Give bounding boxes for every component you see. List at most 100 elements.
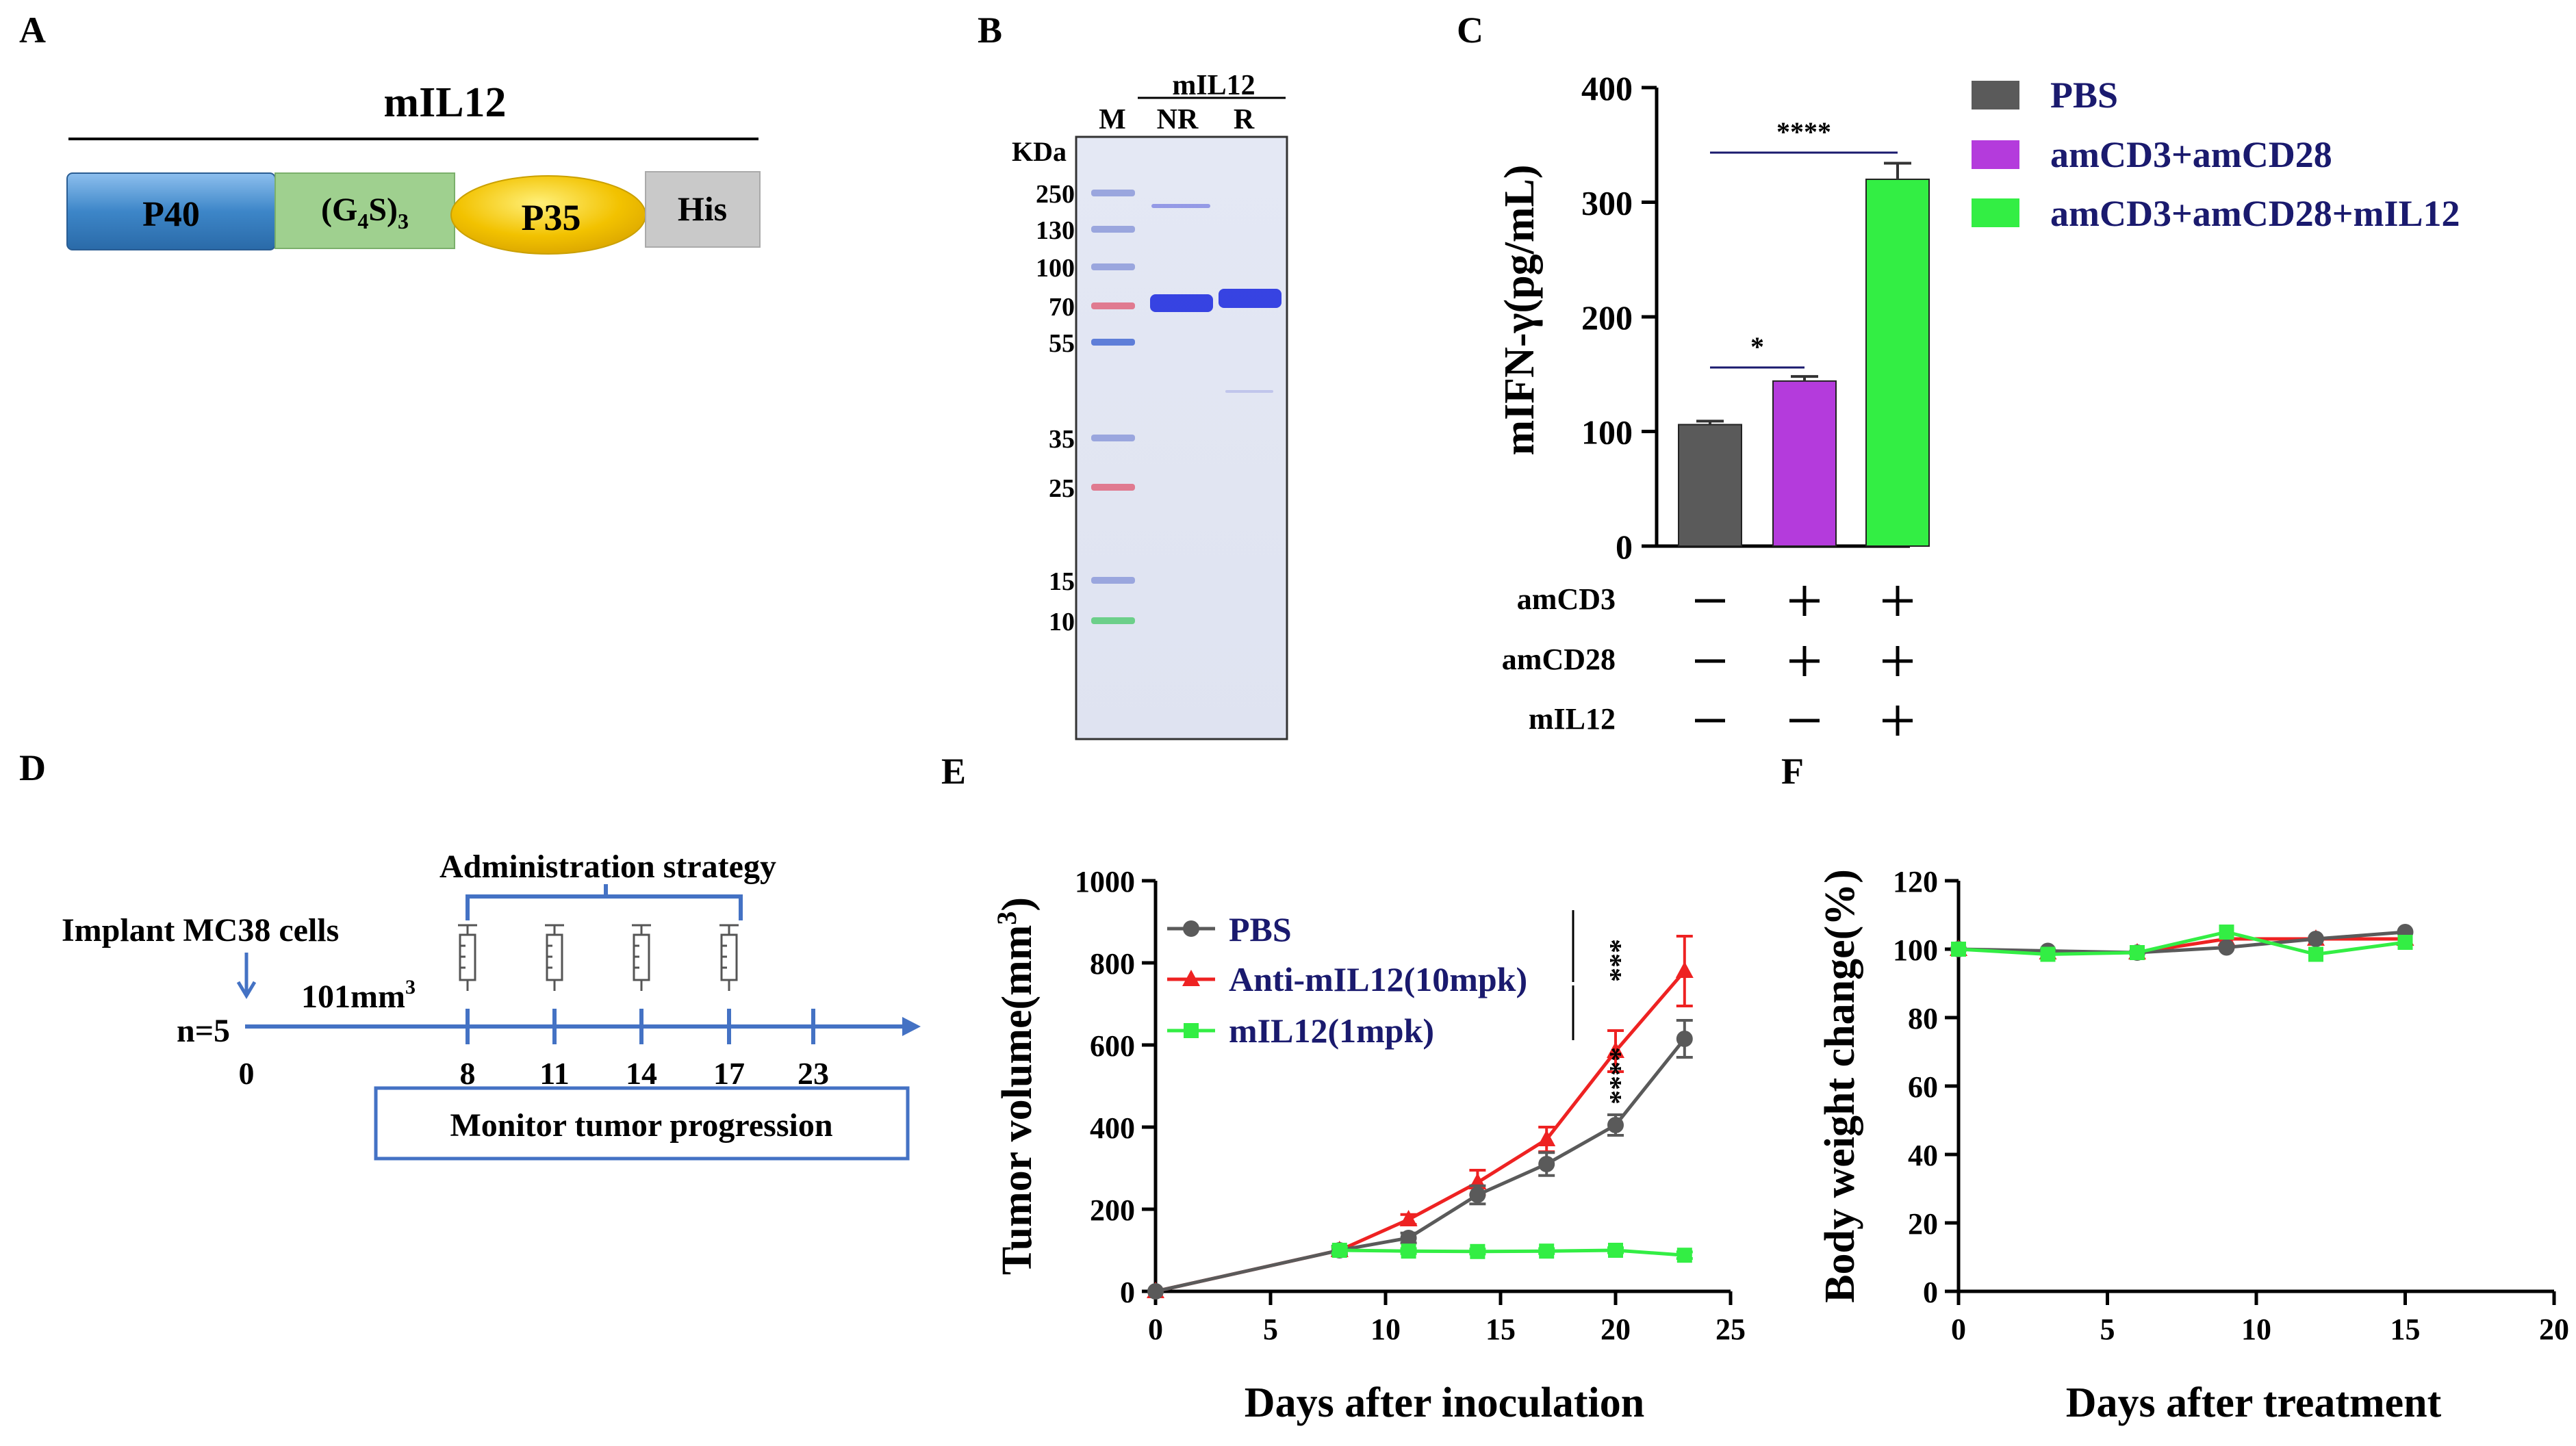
schedule-day-ticks: 0 8 11 14 17 23 [239,1009,829,1091]
tumor-y-tick-label: 0 [1120,1276,1135,1309]
gel-group-label: mIL12 [1172,70,1255,101]
gel-marker-label: 55 [1049,329,1075,358]
tumor-legend-label-mil12: mIL12(1mpk) [1229,1011,1434,1050]
bar-legend-label-pbs: PBS [2050,75,2118,116]
syringe-icon [719,924,739,991]
weight-point [2130,945,2145,960]
weight-point [2219,925,2234,940]
panel-d-schedule: Administration strategy Implant MC38 cel… [62,849,921,1161]
construct-title: mIL12 [383,79,506,126]
tumor-x-tick-label: 0 [1148,1313,1163,1346]
tumor-x-tick-label: 10 [1370,1313,1401,1346]
weight-point [2218,939,2235,956]
weight-x-tick-label: 20 [2539,1313,2569,1346]
gel-ladder-band [1091,190,1135,196]
tumor-x-tick-label: 20 [1601,1313,1631,1346]
weight-x-axis-label: Days after treatment [2066,1380,2442,1426]
gel-marker-label: 130 [1036,216,1075,245]
domain-p40-label: P40 [142,195,200,234]
tumor-legend-marker [1167,970,1215,986]
bar-condition-table: amCD3 amCD28 mIL12 [1502,582,1913,736]
weight-series-3 [1951,925,2413,962]
tumor-legend-label-pbs: PBS [1229,910,1292,948]
tumor-legend-marker [1167,1023,1215,1038]
tumor-y-tick-label: 1000 [1075,865,1135,899]
tumor-y-tick-label: 400 [1090,1111,1135,1145]
tumor-point [1331,1243,1347,1258]
tumor-legend: PBS Anti-mIL12(10mpk) mIL12(1mpk) [1167,910,1527,1050]
tumor-point [1676,1031,1693,1047]
weight-point [2308,946,2323,962]
schedule-day-label: 23 [798,1056,829,1091]
bar-series [1678,162,1930,547]
weight-y-tick-label: 60 [1908,1070,1938,1104]
schedule-timeline-arrowhead [902,1017,921,1036]
condition-label-amcd3: amCD3 [1517,582,1616,616]
weight-point [2040,946,2056,962]
gel-marker-label: 10 [1049,608,1075,636]
schedule-volume-label: 101mm3 [301,976,416,1015]
weight-x-tick-label: 15 [2390,1313,2421,1346]
gel-ladder-band [1091,226,1135,233]
tumor-y-tick-label: 600 [1090,1029,1135,1063]
bar-sig-label-2: **** [1776,116,1831,147]
schedule-day-label: 0 [239,1056,255,1091]
schedule-monitor-box [374,1086,910,1161]
bar [1678,424,1742,547]
gel-marker-label: 70 [1049,293,1075,322]
tumor-series-3 [1331,1243,1693,1263]
schedule-implant-arrow [236,953,257,999]
weight-y-tick-label: 0 [1923,1276,1938,1309]
schedule-syringes [458,924,739,991]
schedule-monitor-label: Monitor tumor progression [450,1107,832,1144]
bar-legend-swatch-cd3cd28 [1972,140,2019,169]
panel-label-f: F [1781,751,1804,792]
gel-marker-label: 15 [1049,567,1075,596]
weight-point [2308,931,2324,947]
bar-y-axis-label: mIFN-γ(pg/mL) [1496,164,1543,455]
gel-marker-label: 25 [1049,474,1075,503]
bar-significance: * **** [1710,116,1898,369]
weight-y-tick-label: 100 [1893,933,1938,967]
gel-ladder-band [1091,263,1135,270]
bar [1772,380,1837,547]
bar-y-ticks: 0 100 200 300 400 [1581,69,1657,566]
panel-b-gel: mIL12 M NR R KDa 250 130 100 70 55 35 25 15 10 [1012,70,1288,740]
tumor-legend-symbol [1183,920,1199,937]
weight-x-tick-label: 5 [2100,1313,2115,1346]
domain-his: His [645,171,761,248]
tumor-point [1470,1243,1485,1259]
gel-lane-nr: NR [1157,104,1199,135]
weight-ticks: 0 20 40 60 80 100 120 0 5 10 15 20 [1893,865,2569,1346]
tumor-point [1538,1130,1556,1146]
schedule-day-label: 11 [539,1056,569,1091]
domain-linker-label: (G4S)3 [321,192,409,233]
tumor-point [1607,1042,1624,1058]
tumor-y-tick-label: 200 [1090,1193,1135,1227]
domain-his-label: His [678,190,727,228]
gel-unit: KDa [1012,136,1067,167]
weight-y-axis-label: Body weight change(%) [1817,869,1863,1303]
schedule-strategy-bracket [466,884,743,920]
tumor-point [1608,1243,1623,1258]
gel-marker-labels: 250 130 100 70 55 35 25 15 10 [1036,180,1075,636]
tumor-point [1400,1230,1417,1246]
weight-point [1951,942,1966,957]
domain-linker: (G4S)3 [275,172,455,249]
tumor-point [1399,1210,1418,1226]
gel-ladder-band [1091,435,1135,441]
gel-marker-label: 35 [1049,425,1075,454]
condition-cells [1695,586,1913,736]
schedule-strategy-label: Administration strategy [439,849,776,885]
gel-marker-label: 250 [1036,180,1075,209]
tumor-point [1675,961,1694,978]
weight-y-tick-label: 40 [1908,1139,1938,1172]
tumor-sig-label-2: *** [1595,939,1627,982]
syringe-icon [632,924,651,991]
gel-ladder-band [1091,339,1135,346]
tumor-y-axis-label: Tumor volume(mm3) [991,897,1041,1275]
panel-label-b: B [978,10,1002,51]
weight-y-tick-label: 80 [1908,1002,1938,1035]
bar [1865,179,1930,547]
